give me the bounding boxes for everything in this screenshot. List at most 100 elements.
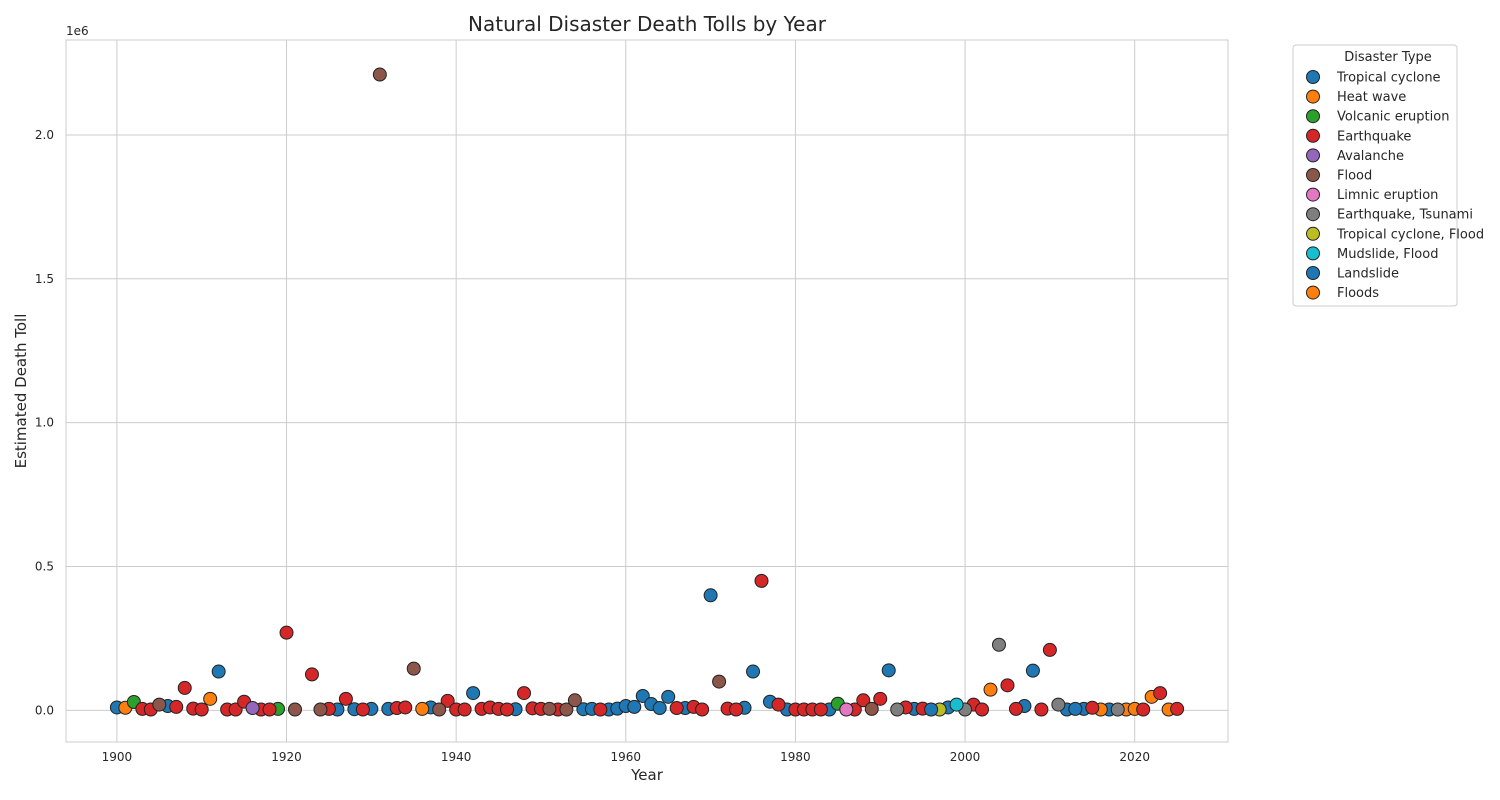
data-point	[466, 686, 481, 701]
chart-title: Natural Disaster Death Tolls by Year	[468, 12, 827, 36]
data-point	[1136, 702, 1151, 717]
grid	[66, 40, 1228, 742]
data-point	[177, 680, 192, 695]
data-point	[627, 699, 642, 714]
legend-marker	[1306, 207, 1320, 222]
data-point	[1153, 686, 1168, 701]
data-point	[924, 702, 939, 717]
legend-marker	[1306, 89, 1320, 104]
x-tick-label: 1900	[102, 750, 133, 764]
data-point	[1068, 701, 1083, 716]
data-point	[211, 664, 226, 679]
x-tick-label: 1960	[611, 750, 642, 764]
data-point	[457, 702, 472, 717]
data-point	[1025, 663, 1040, 678]
data-point	[890, 702, 905, 717]
data-point	[194, 702, 209, 717]
data-point	[754, 573, 769, 588]
data-point	[440, 693, 455, 708]
data-point	[1042, 642, 1057, 657]
data-point	[169, 699, 184, 714]
data-point	[567, 693, 582, 708]
legend-label: Tropical cyclone, Flood	[1336, 227, 1484, 242]
data-point	[432, 702, 447, 717]
data-point	[661, 689, 676, 704]
data-point	[406, 661, 421, 676]
legend-label: Heat wave	[1337, 90, 1406, 105]
data-point	[635, 688, 650, 703]
data-point	[279, 625, 294, 640]
y-tick-label: 0.5	[35, 560, 54, 574]
data-point	[839, 702, 854, 717]
legend-label: Limnic eruption	[1337, 188, 1438, 203]
legend-label: Avalanche	[1337, 149, 1404, 164]
data-point	[712, 674, 727, 689]
data-point	[856, 693, 871, 708]
data-point	[372, 67, 387, 82]
data-point	[203, 691, 218, 706]
legend-marker	[1306, 148, 1320, 163]
data-point	[288, 702, 303, 717]
x-tick-label: 1980	[780, 750, 811, 764]
legend-marker	[1306, 285, 1320, 300]
plot-frame	[65, 39, 1229, 743]
data-point	[304, 667, 319, 682]
data-point	[864, 701, 879, 716]
legend-label: Mudslide, Flood	[1337, 247, 1438, 262]
data-point	[1085, 700, 1100, 715]
y-tick-label: 2.0	[35, 128, 54, 142]
data-point	[517, 686, 532, 701]
y-tick-label: 1.0	[35, 416, 54, 430]
y-offset-label: 1e6	[66, 24, 89, 38]
data-point	[542, 701, 557, 716]
x-tick-label: 2000	[950, 750, 981, 764]
x-ticks: 1900 1920 1940 1960 1980 2000 2020	[102, 750, 1150, 764]
data-point	[771, 697, 786, 712]
legend-label: Earthquake	[1337, 129, 1411, 144]
data-point	[415, 701, 430, 716]
legend-label: Flood	[1337, 169, 1372, 184]
x-tick-label: 1920	[271, 750, 302, 764]
data-point	[729, 702, 744, 717]
legend-label: Tropical cyclone	[1336, 71, 1441, 86]
x-axis-label: Year	[630, 766, 664, 784]
legend-marker	[1306, 128, 1320, 143]
legend-marker	[1306, 187, 1320, 202]
y-axis-label: Estimated Death Toll	[12, 314, 30, 469]
legend-box	[1292, 44, 1458, 307]
legend-marker	[1306, 70, 1320, 84]
data-point	[245, 701, 260, 716]
legend-label: Floods	[1337, 286, 1379, 301]
data-point	[1170, 701, 1185, 716]
data-point	[652, 701, 667, 716]
data-point	[313, 702, 328, 717]
data-point	[746, 664, 761, 679]
legend-marker	[1306, 168, 1320, 182]
y-tick-label: 1.5	[35, 272, 54, 286]
legend-marker	[1306, 226, 1320, 241]
data-point	[873, 691, 888, 706]
data-points	[109, 67, 1185, 717]
data-point	[338, 691, 353, 706]
data-point	[1000, 678, 1015, 693]
data-point	[669, 701, 684, 716]
data-point	[355, 702, 370, 717]
x-tick-label: 2020	[1119, 750, 1150, 764]
legend-marker	[1306, 109, 1320, 124]
data-point	[559, 702, 574, 717]
data-point	[813, 702, 828, 717]
data-point	[949, 697, 964, 712]
data-point	[262, 702, 277, 717]
data-point	[1110, 702, 1125, 717]
legend-label: Volcanic eruption	[1337, 110, 1449, 125]
legend: Disaster Type Tropical cyclone Heat wave V…	[1292, 44, 1484, 307]
legend-label: Landslide	[1337, 267, 1399, 282]
data-point	[1008, 701, 1023, 716]
legend-marker	[1306, 266, 1320, 280]
data-point	[703, 588, 718, 603]
y-ticks: 0.0 0.5 1.0 1.5 2.0	[35, 128, 54, 717]
data-point	[500, 702, 515, 717]
data-point	[1051, 697, 1066, 712]
data-point	[593, 702, 608, 717]
